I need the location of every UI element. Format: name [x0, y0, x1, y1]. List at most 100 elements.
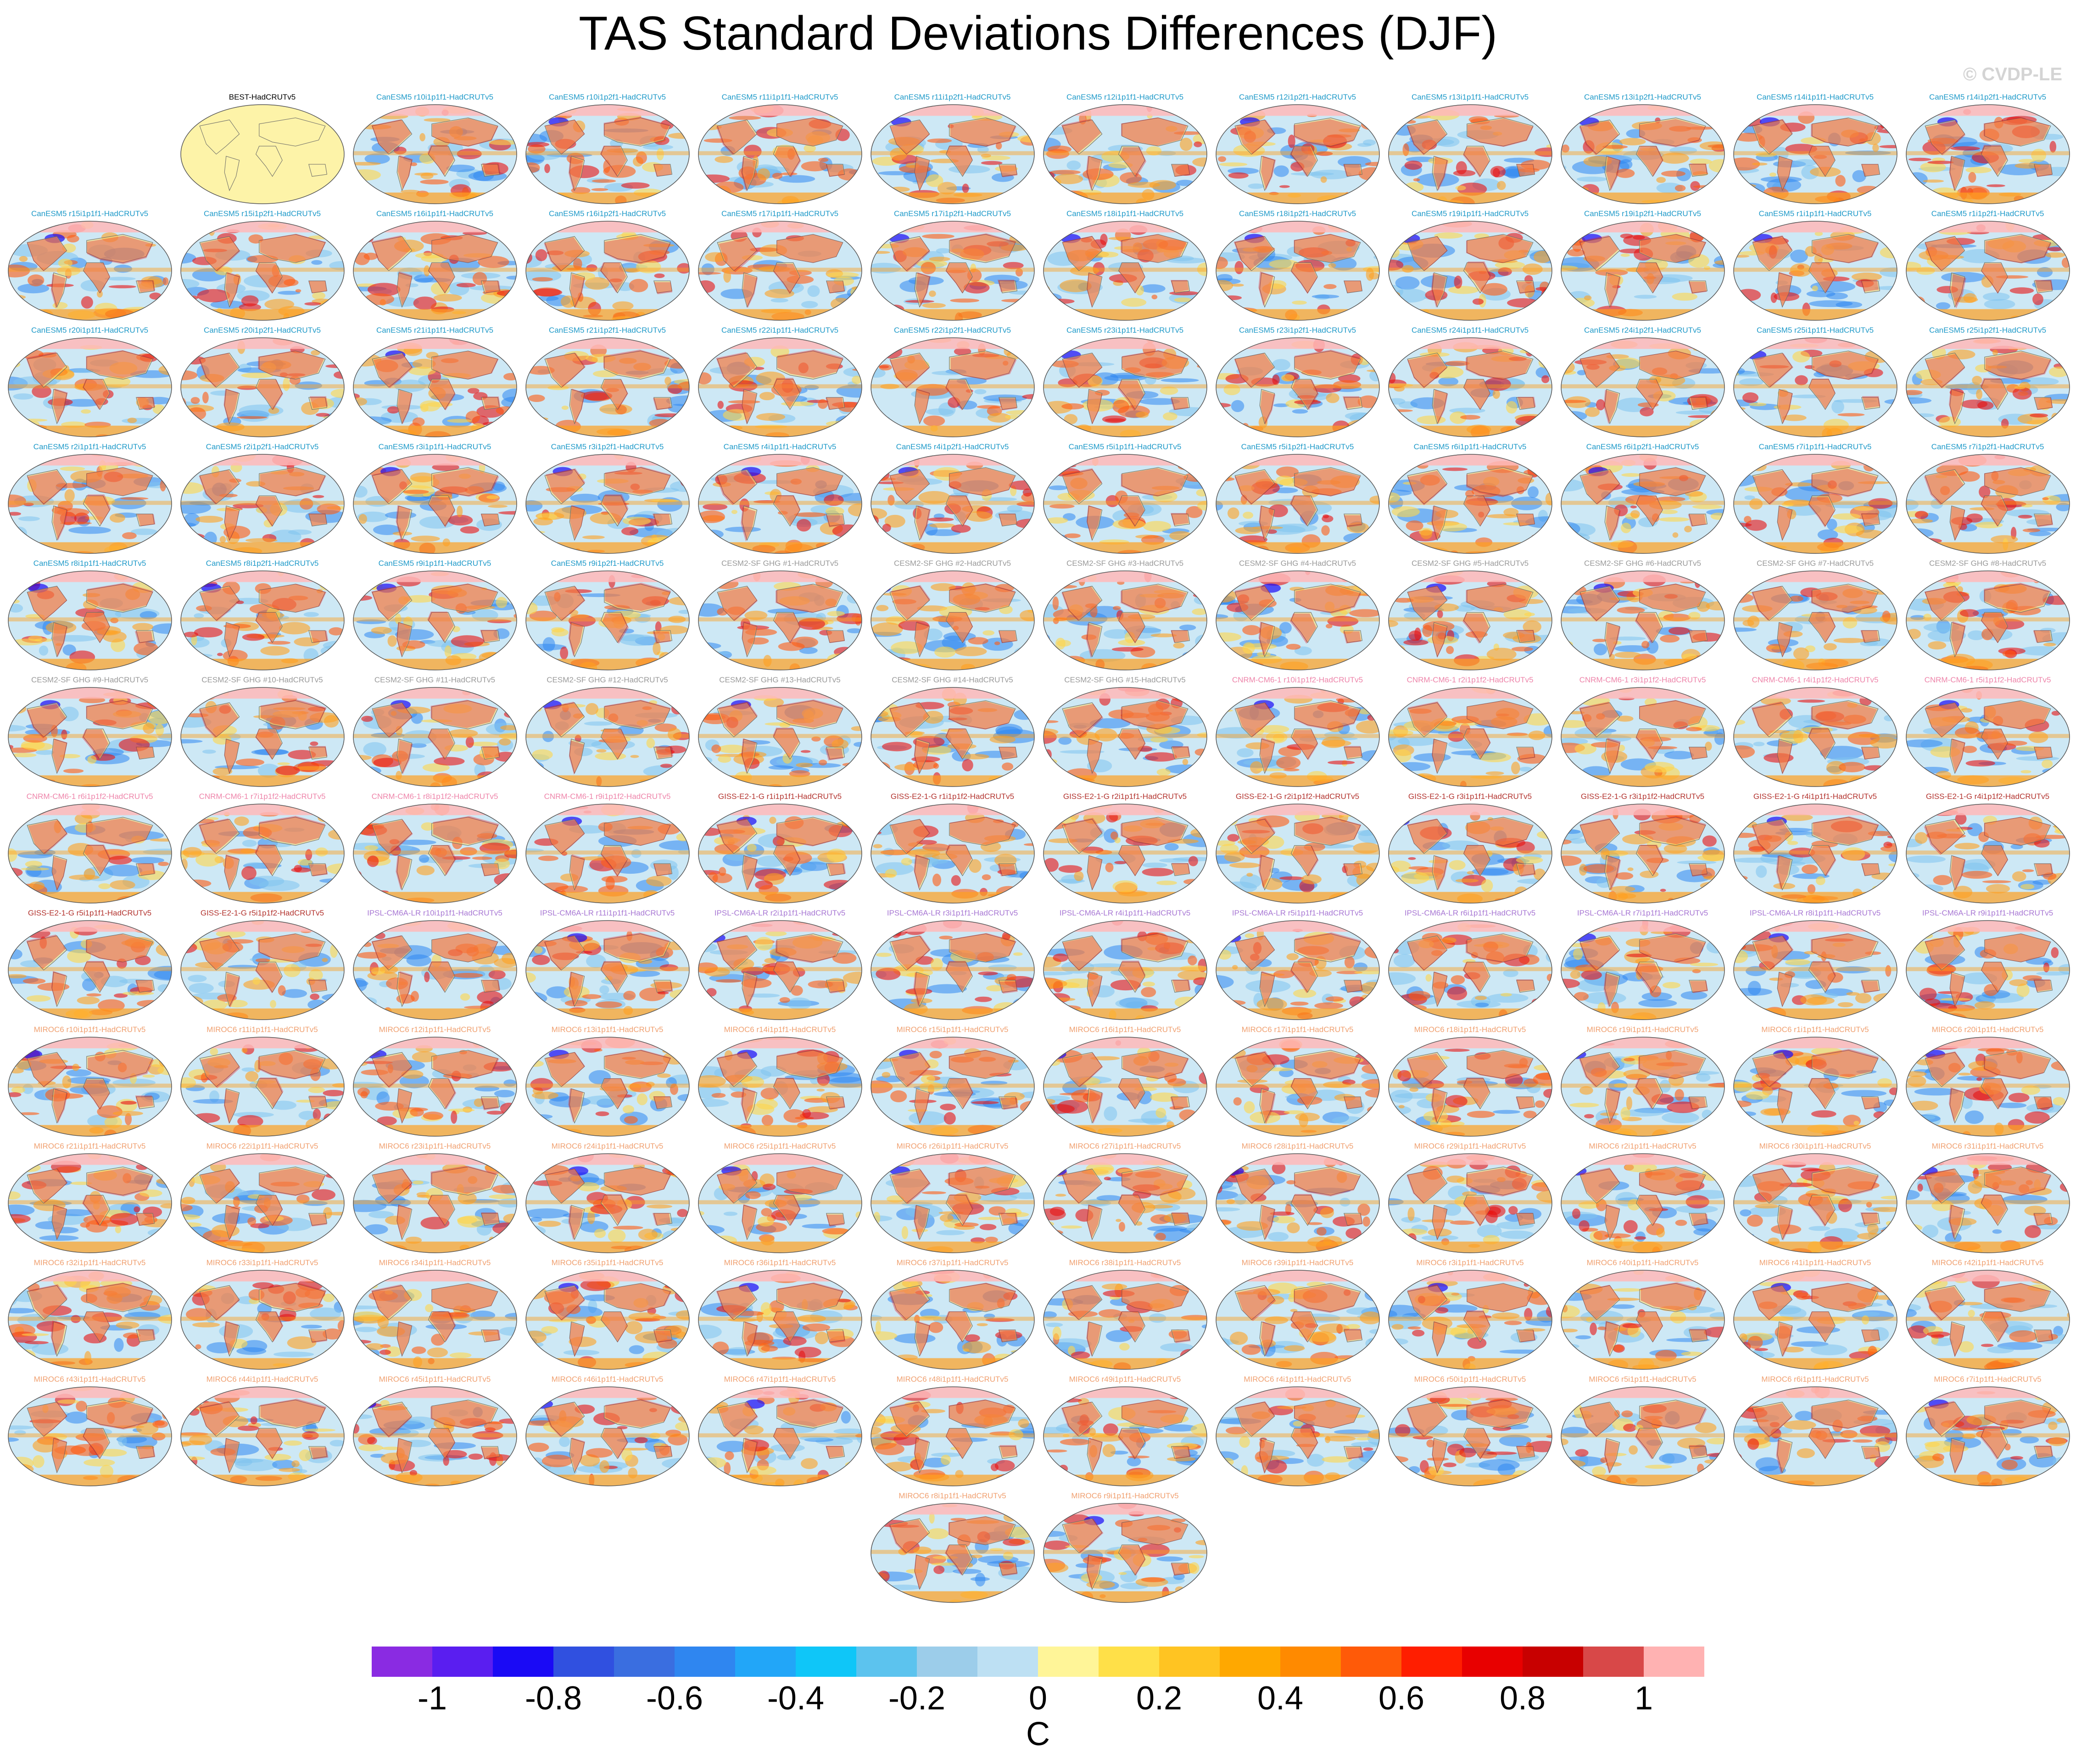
- south-america-anomaly: [1086, 156, 1101, 190]
- map-border: [698, 1270, 862, 1370]
- north-america-anomaly: [718, 586, 758, 621]
- south-america-anomaly: [1777, 1088, 1792, 1122]
- australia-anomaly: [308, 1095, 327, 1108]
- panel-label: CanESM5 r22i1p2f1-HadCRUTv5: [893, 326, 1011, 335]
- africa-anomaly: [1980, 1429, 2007, 1460]
- panel-label: GISS-E2-1-G r1i1p1f1-HadCRUTv5: [718, 792, 842, 801]
- europe-asia-outline: [431, 933, 498, 962]
- map-panel: MIROC6 r10i1p1f1-HadCRUTv5: [4, 1024, 176, 1141]
- south-america-anomaly: [1606, 737, 1621, 772]
- world-map: [1733, 104, 1897, 204]
- south-america-anomaly: [741, 156, 756, 191]
- south-america-anomaly: [1776, 1440, 1791, 1474]
- australia-outline: [2034, 1329, 2053, 1342]
- north-america-outline: [1925, 1401, 1965, 1437]
- africa-anomaly: [1462, 962, 1490, 993]
- africa-outline: [1291, 495, 1318, 527]
- africa-outline: [256, 961, 283, 993]
- australia-anomaly: [137, 1446, 156, 1459]
- africa-anomaly: [1808, 145, 1835, 176]
- south-america-outline: [569, 622, 585, 658]
- north-america-anomaly: [1579, 1167, 1620, 1202]
- europe-asia-anomaly: [1121, 234, 1187, 263]
- south-america-anomaly: [52, 623, 68, 658]
- australia-outline: [653, 1096, 672, 1109]
- australia-anomaly: [1343, 863, 1361, 876]
- europe-asia-anomaly: [432, 351, 499, 380]
- australia-outline: [1171, 1329, 1190, 1342]
- world-map: [1561, 1386, 1725, 1486]
- map-border: [8, 221, 172, 321]
- world-map: [871, 1270, 1035, 1370]
- australia-outline: [999, 1329, 1017, 1342]
- map-panel: IPSL-CM6A-LR r5i1p1f1-HadCRUTv5: [1211, 908, 1384, 1024]
- south-america-outline: [1604, 855, 1620, 891]
- europe-asia-outline: [1639, 1283, 1706, 1312]
- africa-outline: [83, 1428, 110, 1459]
- map-panel: MIROC6 r39i1p1f1-HadCRUTv5: [1211, 1257, 1384, 1374]
- europe-asia-outline: [1639, 584, 1706, 613]
- north-america-outline: [1579, 586, 1620, 621]
- world-map: [1561, 1037, 1725, 1137]
- north-america-anomaly: [546, 586, 586, 621]
- north-america-outline: [1579, 1168, 1620, 1204]
- australia-outline: [481, 280, 500, 293]
- map-panel: MIROC6 r44i1p1f1-HadCRUTv5: [176, 1374, 348, 1490]
- australia-anomaly: [1860, 279, 1879, 292]
- south-america-anomaly: [1606, 623, 1621, 658]
- map-panel: CESM2-SF GHG #12-HadCRUTv5: [521, 675, 693, 791]
- australia-outline: [1861, 1213, 1880, 1226]
- north-america-outline: [199, 1052, 240, 1087]
- panel-label: GISS-E2-1-G r4i1p1f2-HadCRUTv5: [1925, 792, 2050, 801]
- south-america-anomaly: [1086, 505, 1102, 540]
- map-panel: GISS-E2-1-G r2i1p1f2-HadCRUTv5: [1211, 791, 1384, 908]
- africa-anomaly: [1635, 963, 1662, 994]
- africa-outline: [256, 145, 283, 177]
- north-america-outline: [27, 469, 67, 504]
- europe-asia-outline: [259, 234, 326, 263]
- south-america-outline: [742, 738, 758, 774]
- africa-outline: [1808, 728, 1836, 760]
- europe-asia-anomaly: [950, 118, 1017, 147]
- north-america-outline: [544, 469, 585, 504]
- africa-anomaly: [1635, 730, 1662, 761]
- north-america-anomaly: [1064, 1519, 1104, 1553]
- north-america-outline: [1752, 1285, 1793, 1320]
- south-america-outline: [742, 1205, 758, 1240]
- map-border: [1733, 454, 1897, 554]
- panel-label: CanESM5 r24i1p1f1-HadCRUTv5: [1411, 326, 1529, 335]
- africa-outline: [1808, 145, 1836, 177]
- south-america-anomaly: [396, 1204, 412, 1239]
- europe-asia-outline: [86, 1283, 153, 1312]
- colorbar-tick-label: 0.4: [1257, 1680, 1304, 1717]
- panel-label: CanESM5 r25i1p2f1-HadCRUTv5: [1929, 326, 2047, 335]
- europe-asia-outline: [1984, 1050, 2051, 1079]
- australia-outline: [1171, 397, 1190, 410]
- europe-asia-outline: [1122, 1400, 1189, 1429]
- africa-anomaly: [257, 380, 284, 410]
- australia-anomaly: [999, 165, 1018, 178]
- panel-label: CNRM-CM6-1 r8i1p1f2-HadCRUTv5: [371, 792, 498, 801]
- south-america-outline: [569, 738, 585, 774]
- africa-outline: [1463, 961, 1490, 993]
- australia-anomaly: [1861, 513, 1880, 525]
- europe-asia-anomaly: [1295, 1051, 1361, 1080]
- world-map: [871, 104, 1035, 204]
- south-america-anomaly: [1259, 505, 1274, 540]
- panel-label: IPSL-CM6A-LR r8i1p1f1-HadCRUTv5: [1749, 909, 1881, 917]
- south-america-outline: [224, 1205, 240, 1240]
- map-panel: MIROC6 r25i1p1f1-HadCRUTv5: [694, 1141, 866, 1257]
- africa-outline: [428, 1195, 455, 1226]
- africa-outline: [1636, 845, 1663, 876]
- australia-outline: [1516, 630, 1535, 643]
- europe-asia-outline: [604, 1283, 671, 1312]
- europe-asia-outline: [776, 584, 843, 613]
- africa-outline: [256, 262, 283, 294]
- africa-outline: [1118, 379, 1145, 410]
- australia-outline: [308, 863, 327, 876]
- world-map: [525, 1037, 690, 1137]
- map-border: [1906, 337, 2070, 437]
- world-map: [1216, 1153, 1380, 1253]
- north-america-anomaly: [1753, 119, 1793, 154]
- south-america-outline: [1604, 1088, 1620, 1124]
